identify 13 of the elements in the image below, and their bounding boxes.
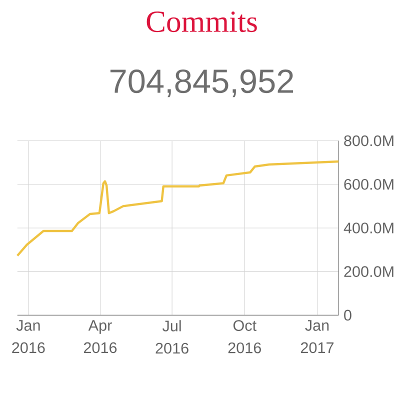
y-tick-label: 400.0M (344, 222, 394, 234)
chart-subtitle: 704,845,952 (110, 69, 294, 97)
chart-title: Commits (146, 11, 257, 32)
x-tick-label: Oct 2016 (228, 320, 262, 354)
x-tick-label: Apr 2016 (84, 320, 117, 353)
y-tick-label: 600.0M (344, 178, 394, 190)
y-tick-label: 200.0M (344, 266, 394, 277)
x-tick-label: Jul 2016 (156, 320, 188, 354)
y-tick-label: 800.0M (344, 135, 394, 146)
y-tick-label: 0 (344, 310, 352, 320)
x-tick-label: Jan 2016 (12, 320, 45, 353)
x-tick-label: Jan 2017 (300, 320, 334, 353)
line-series (16, 160, 340, 257)
